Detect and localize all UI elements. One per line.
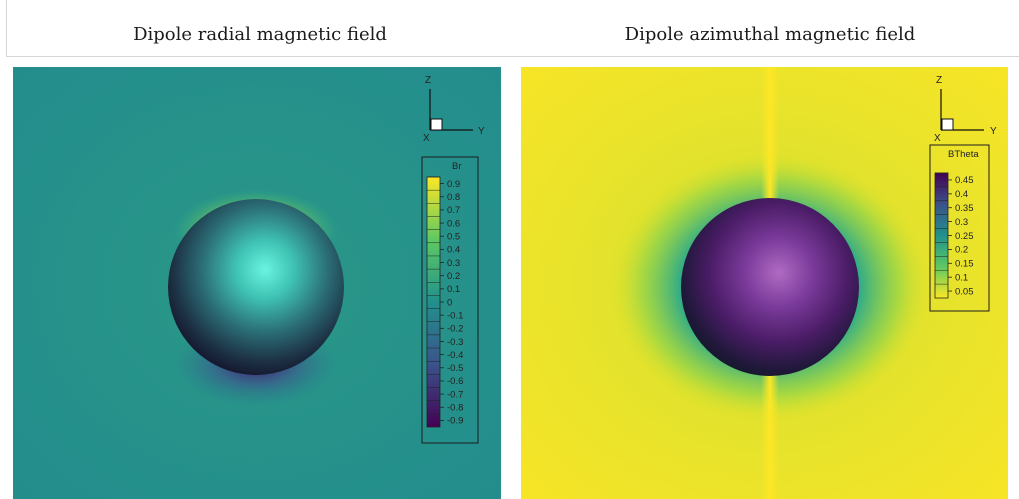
frame-line-top: [6, 56, 1019, 57]
colorbar-tick-label: 0.4: [447, 245, 460, 256]
z-axis-label: Z: [425, 75, 431, 86]
azimuthal-field-plot: Z Y X BTheta 0.45 0.4 0.35 0.3 0.25 0.2 0.15 0.…: [521, 67, 1008, 499]
dipole-sphere: [681, 198, 859, 376]
colorbar-tick-label: -0.1: [447, 310, 463, 321]
dipole-sphere: [168, 199, 344, 375]
colorbar-tick-label: 0.1: [447, 284, 460, 295]
colorbar-tick-label: 0.3: [955, 217, 968, 228]
colorbar-tick-label: -0.7: [447, 389, 463, 400]
legend-title: Br: [452, 161, 462, 172]
colorbar-tick-label: 0.25: [955, 231, 974, 242]
axis-triad: Z Y X: [934, 75, 997, 144]
btheta-legend: BTheta 0.45 0.4 0.35 0.3 0.25 0.2 0.15 0.1 0.05: [929, 144, 990, 312]
colorbar-tick-label: 0: [447, 297, 452, 308]
colorbar-tick-label: 0.4: [955, 189, 968, 200]
axis-triad: Z Y X: [423, 75, 485, 144]
colorbar-tick-label: 0.05: [955, 286, 974, 297]
legend-title: BTheta: [948, 149, 979, 160]
radial-field-title: Dipole radial magnetic field: [133, 24, 387, 45]
colorbar-tick-label: -0.4: [447, 350, 463, 361]
z-axis-label: Z: [936, 75, 942, 86]
y-axis-label: Y: [990, 126, 997, 137]
radial-field-plot: Z Y X Br 0.9 0.8 0.7 0.6 0.5 0.4 0.3 0.2 0.1 0 -0.…: [13, 67, 501, 499]
colorbar-tick-label: 0.15: [955, 259, 974, 270]
colorbar-tick-label: 0.8: [447, 192, 460, 203]
colorbar-tick-label: 0.2: [447, 271, 460, 282]
colorbar-tick-label: 0.9: [447, 179, 460, 190]
colorbar-tick-label: -0.6: [447, 376, 463, 387]
frame-line-left: [6, 0, 7, 56]
x-axis-label: X: [934, 133, 941, 144]
colorbar: [426, 176, 441, 428]
colorbar-tick-label: -0.5: [447, 363, 463, 374]
colorbar-tick-label: -0.3: [447, 337, 463, 348]
br-legend: Br 0.9 0.8 0.7 0.6 0.5 0.4 0.3 0.2 0.1 0 -0.1 -0.2 -…: [421, 156, 479, 444]
colorbar-tick-label: 0.35: [955, 203, 974, 214]
colorbar-tick-label: 0.3: [447, 258, 460, 269]
colorbar-tick-label: 0.2: [955, 245, 968, 256]
colorbar-tick-label: 0.45: [955, 175, 974, 186]
colorbar-tick-label: -0.2: [447, 324, 463, 335]
colorbar-tick-label: -0.8: [447, 403, 463, 414]
x-axis-label: X: [423, 133, 430, 144]
y-axis-label: Y: [478, 126, 485, 137]
colorbar-tick-label: 0.7: [447, 205, 460, 216]
colorbar-tick-label: 0.1: [955, 272, 968, 283]
azimuthal-field-title: Dipole azimuthal magnetic field: [624, 24, 916, 45]
colorbar-tick-label: -0.9: [447, 416, 463, 427]
colorbar-tick-label: 0.5: [447, 232, 460, 243]
colorbar: [934, 172, 949, 299]
colorbar-tick-label: 0.6: [447, 218, 460, 229]
